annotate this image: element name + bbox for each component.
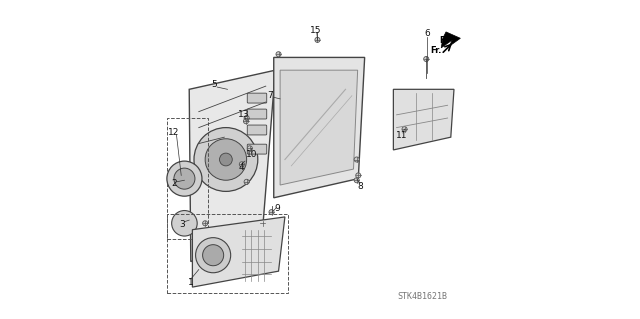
Circle shape [356,173,361,178]
Text: 2: 2 [171,179,177,188]
Circle shape [174,168,195,189]
Text: Fr.: Fr. [431,46,442,55]
Polygon shape [394,89,454,150]
Circle shape [269,210,274,215]
Text: 5: 5 [211,80,217,89]
Circle shape [239,162,244,167]
Circle shape [243,119,248,124]
Text: Fr.: Fr. [440,36,450,45]
Circle shape [244,179,249,184]
Circle shape [244,115,249,121]
Circle shape [220,153,232,166]
Polygon shape [189,70,275,262]
Text: 1: 1 [188,278,194,287]
Circle shape [172,211,197,236]
Polygon shape [193,217,285,287]
Circle shape [424,56,429,62]
Polygon shape [280,70,358,185]
Circle shape [247,146,252,151]
Text: 4: 4 [239,163,244,172]
Polygon shape [274,57,365,198]
Text: 8: 8 [357,182,363,191]
Text: 13: 13 [238,110,250,119]
Circle shape [196,238,230,273]
Circle shape [354,178,359,183]
Circle shape [276,52,281,57]
Circle shape [315,37,320,42]
Bar [167,118,209,239]
Text: 6: 6 [424,29,429,38]
Circle shape [205,139,246,180]
Text: 7: 7 [268,91,273,100]
Text: 12: 12 [168,128,180,137]
Text: 15: 15 [310,26,322,35]
FancyBboxPatch shape [247,109,267,119]
FancyBboxPatch shape [247,93,267,103]
Text: 3: 3 [179,220,185,229]
Circle shape [194,128,258,191]
Text: 9: 9 [274,204,280,213]
Text: 11: 11 [396,131,407,140]
Text: 10: 10 [246,150,257,159]
FancyBboxPatch shape [247,125,267,135]
Polygon shape [441,32,460,48]
Text: STK4B1621B: STK4B1621B [397,292,447,301]
Circle shape [354,157,359,162]
Circle shape [402,127,407,132]
Circle shape [260,221,265,226]
Bar [167,214,288,293]
Circle shape [203,245,223,266]
FancyBboxPatch shape [247,144,267,154]
Circle shape [203,221,208,226]
Circle shape [167,161,202,196]
